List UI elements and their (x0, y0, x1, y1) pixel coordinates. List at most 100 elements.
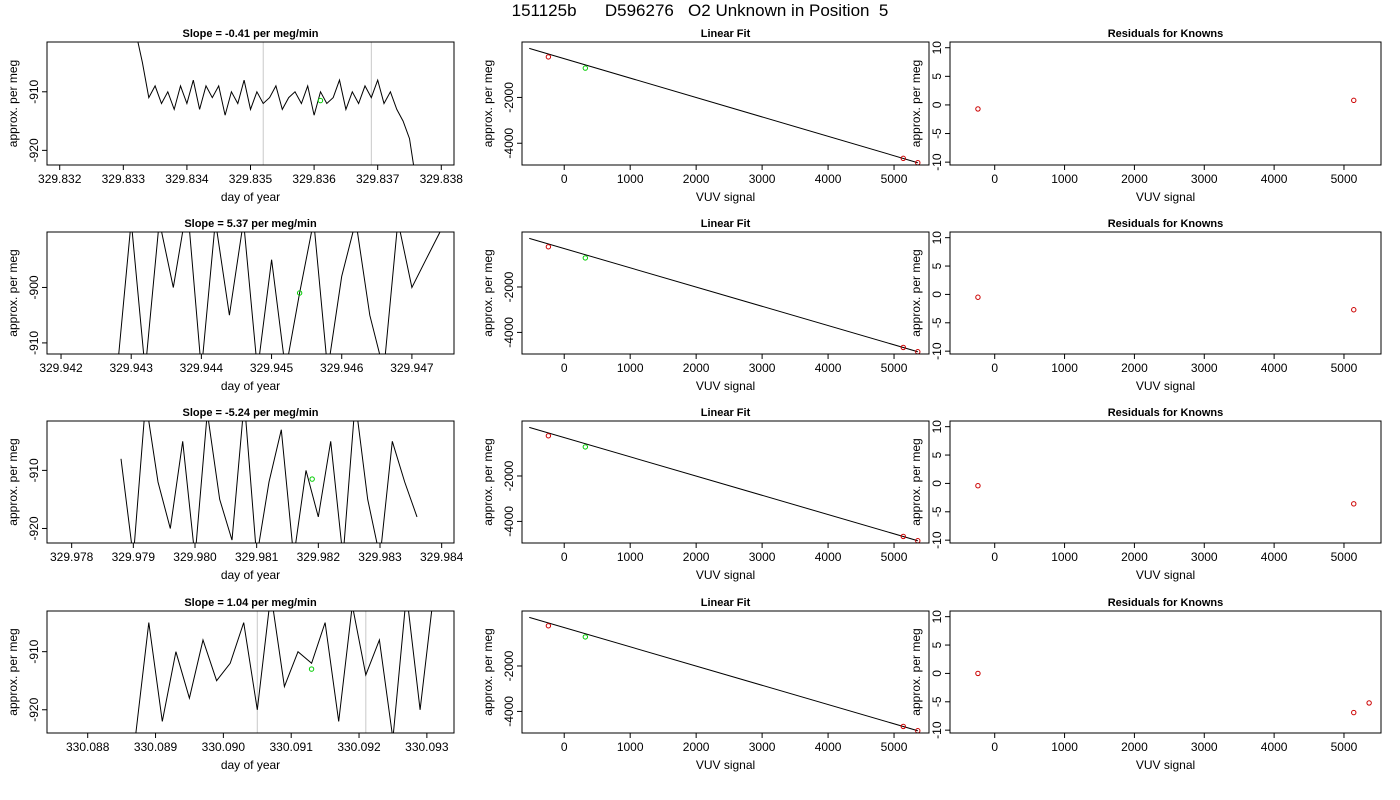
x-tick-label: 329.836 (292, 172, 336, 186)
x-tick-label: 5000 (881, 550, 908, 564)
plot-frame (521, 420, 930, 544)
series-line (118, 232, 441, 354)
panel-1-1: Linear Fit 0 1000 2000 3000 4000 5000 VUV signa… (481, 218, 930, 393)
plot-frame (46, 41, 455, 166)
x-axis-label: VUV signal (1136, 190, 1195, 204)
plot-frame (46, 420, 455, 544)
plot-area (975, 482, 1357, 507)
unknown-point (582, 444, 589, 450)
panel-title: Linear Fit (701, 28, 751, 40)
x-tick-label: 3000 (749, 361, 776, 375)
known-point (900, 344, 906, 351)
x-tick-label: 2000 (1121, 361, 1148, 375)
plot-area (529, 426, 921, 543)
panel-1-2: Residuals for Knowns 0 1000 2000 3000 4000 500… (909, 218, 1382, 393)
x-tick-label: 329.832 (38, 172, 82, 186)
panel-3-1: Linear Fit 0 1000 2000 3000 4000 5000 VUV signa… (481, 597, 930, 772)
residual-point (975, 106, 981, 112)
x-tick-label: 0 (991, 172, 998, 186)
plot-frame (949, 41, 1382, 166)
y-tick-label: 0 (930, 101, 944, 108)
x-tick-label: 330.093 (405, 740, 449, 754)
panel-0-2: Residuals for Knowns 0 1000 2000 3000 4000 500… (909, 28, 1382, 204)
x-axis-label: day of year (221, 568, 280, 582)
unknown-point (582, 255, 589, 261)
x-tick-label: 1000 (617, 361, 644, 375)
x-tick-label: 329.942 (39, 361, 83, 375)
series-line (135, 611, 433, 733)
x-tick-label: 329.944 (180, 361, 224, 375)
x-tick-label: 4000 (815, 550, 842, 564)
panel-title: Linear Fit (701, 407, 751, 419)
plot-frame (521, 41, 930, 166)
plot-area (118, 232, 441, 354)
panel-title: Residuals for Knowns (1108, 28, 1224, 40)
y-tick-label: -2000 (502, 82, 516, 113)
known-point (545, 623, 552, 629)
unknown-point (309, 476, 315, 482)
y-tick-label: 10 (930, 420, 944, 434)
plot-frame (521, 231, 930, 355)
panel-title: Residuals for Knowns (1108, 597, 1224, 609)
panel-title: Linear Fit (701, 218, 751, 230)
y-axis-label: approx. per meg (6, 249, 20, 336)
y-tick-label: -4000 (502, 506, 516, 537)
y-axis-label: approx. per meg (481, 60, 495, 147)
x-tick-label: 329.837 (356, 172, 400, 186)
residual-point (1351, 709, 1357, 716)
panel-title: Slope = 1.04 per meg/min (184, 597, 317, 609)
panel-title: Slope = 5.37 per meg/min (184, 218, 317, 230)
y-tick-label: 0 (930, 670, 944, 677)
plot-area (137, 42, 415, 165)
residual-point (975, 294, 981, 300)
y-axis-label: approx. per meg (909, 60, 923, 147)
y-tick-label: -920 (27, 516, 41, 540)
x-tick-label: 330.089 (134, 740, 178, 754)
x-axis-label: VUV signal (696, 379, 755, 393)
panel-2-1: Linear Fit 0 1000 2000 3000 4000 5000 VUV signa… (481, 407, 930, 582)
y-axis-label: approx. per meg (481, 249, 495, 336)
unknown-point (296, 290, 303, 296)
y-tick-label: -900 (27, 275, 41, 299)
x-tick-label: 3000 (749, 550, 776, 564)
x-tick-label: 4000 (815, 172, 842, 186)
x-tick-label: 4000 (815, 740, 842, 754)
y-axis-label: approx. per meg (6, 628, 20, 715)
residual-point (975, 670, 981, 677)
x-tick-label: 1000 (617, 172, 644, 186)
x-tick-label: 5000 (881, 361, 908, 375)
x-axis-label: VUV signal (1136, 568, 1195, 582)
known-point (900, 155, 906, 162)
x-tick-label: 330.088 (66, 740, 110, 754)
y-tick-label: -910 (27, 331, 41, 355)
plot-frame (949, 420, 1382, 544)
x-tick-label: 1000 (1051, 361, 1078, 375)
plot-area (529, 47, 921, 165)
residual-point (1366, 700, 1372, 706)
panel-3-2: Residuals for Knowns 0 1000 2000 3000 4000 500… (909, 597, 1382, 772)
x-tick-label: 4000 (1261, 740, 1288, 754)
residual-point (1351, 97, 1357, 104)
y-tick-label: 10 (930, 231, 944, 245)
y-axis-label: approx. per meg (909, 249, 923, 336)
y-tick-label: 5 (930, 262, 944, 269)
known-point (545, 433, 552, 439)
x-tick-label: 329.946 (320, 361, 364, 375)
x-tick-label: 0 (991, 740, 998, 754)
x-axis-label: day of year (221, 379, 280, 393)
x-tick-label: 5000 (1331, 172, 1358, 186)
x-tick-label: 329.943 (110, 361, 154, 375)
panel-0-1: Linear Fit 0 1000 2000 3000 4000 5000 VUV signa… (481, 28, 930, 204)
x-tick-label: 3000 (1191, 740, 1218, 754)
y-tick-label: -920 (27, 697, 41, 721)
x-tick-label: 5000 (881, 740, 908, 754)
fit-line (529, 47, 918, 164)
y-tick-label: -5 (930, 696, 944, 707)
x-tick-label: 330.092 (337, 740, 381, 754)
y-axis-label: approx. per meg (6, 438, 20, 525)
x-tick-label: 5000 (881, 172, 908, 186)
y-tick-label: -910 (27, 458, 41, 482)
fit-line (529, 616, 918, 732)
plot-area (529, 616, 921, 733)
